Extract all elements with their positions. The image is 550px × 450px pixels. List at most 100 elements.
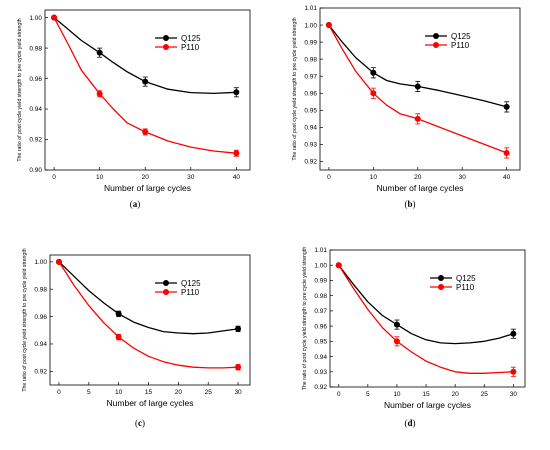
- data-point-p110: [370, 90, 377, 97]
- y-tick-label: 0.99: [314, 278, 327, 285]
- data-point-p110: [335, 262, 342, 269]
- data-point-q125: [393, 321, 400, 328]
- y-tick-label: 0.94: [304, 125, 317, 132]
- y-tick-label: 1.00: [314, 262, 327, 269]
- y-tick-label: 0.98: [34, 286, 47, 293]
- plot-frame: [319, 7, 521, 171]
- y-tick-label: 0.90: [29, 167, 42, 174]
- series-line-q125: [338, 264, 514, 345]
- data-point-p110: [510, 368, 517, 375]
- data-point-q125: [142, 78, 149, 85]
- x-tick-label: 25: [481, 391, 489, 398]
- x-tick-label: 5: [366, 391, 370, 398]
- x-tick-label: 40: [233, 174, 241, 181]
- legend-label: Q125: [181, 279, 201, 288]
- y-tick-label: 1.01: [304, 5, 317, 12]
- data-point-p110: [503, 149, 510, 156]
- y-tick-label: 0.96: [34, 314, 47, 321]
- x-tick-label: 0: [57, 389, 61, 396]
- data-point-q125: [370, 69, 377, 76]
- panel-label: (c): [135, 418, 145, 428]
- series-line-p110: [58, 261, 239, 369]
- x-tick-label: 20: [175, 389, 183, 396]
- y-tick-label: 0.97: [314, 308, 327, 315]
- x-tick-label: 5: [87, 389, 91, 396]
- chart-panel: 0.90 0.92 0.94 0.96 0.98 1.00 0 10 20 30 40 Number …: [17, 9, 251, 209]
- legend-label: P110: [451, 41, 470, 50]
- legend-marker: [163, 280, 169, 286]
- x-tick-label: 30: [187, 174, 195, 181]
- x-tick-label: 20: [414, 174, 422, 181]
- plot-frame: [44, 9, 251, 171]
- data-point-q125: [235, 325, 242, 332]
- y-tick-label: 0.92: [34, 369, 47, 376]
- data-point-p110: [96, 90, 103, 97]
- x-tick-label: 15: [145, 389, 153, 396]
- legend-label: Q125: [456, 274, 476, 283]
- x-tick-label: 10: [96, 174, 104, 181]
- y-tick-label: 0.94: [29, 106, 42, 113]
- data-point-q125: [96, 49, 103, 56]
- data-point-q125: [115, 310, 122, 317]
- x-tick-label: 25: [205, 389, 213, 396]
- panel-label: (a): [130, 199, 141, 209]
- legend-marker: [163, 289, 169, 295]
- x-axis-label: Number of large cycles: [384, 400, 471, 410]
- y-tick-label: 1.00: [304, 22, 317, 29]
- y-tick-label: 0.93: [314, 369, 327, 376]
- legend-marker: [163, 35, 169, 41]
- x-tick-label: 0: [337, 391, 341, 398]
- chart-panel: 0.92 0.93 0.94 0.95 0.96 0.97 0.98 0.99 1.00 1.01…: [302, 247, 526, 428]
- x-tick-label: 10: [115, 389, 123, 396]
- panel-label: (b): [404, 199, 415, 209]
- y-tick-label: 0.96: [314, 323, 327, 330]
- data-point-p110: [233, 150, 240, 157]
- x-tick-label: 20: [142, 174, 150, 181]
- chart-panel: 0.92 0.94 0.96 0.98 1.00 0 5 10 15 20 25 30 Number o…: [22, 248, 251, 428]
- data-point-q125: [233, 89, 240, 96]
- x-tick-label: 15: [422, 391, 430, 398]
- y-axis-label: The ratio of post cycle yield strength t…: [17, 18, 23, 161]
- y-tick-label: 0.92: [304, 159, 317, 166]
- x-tick-label: 10: [393, 391, 401, 398]
- legend-label: Q125: [451, 32, 471, 41]
- data-point-p110: [55, 258, 62, 265]
- legend-marker: [433, 33, 439, 39]
- x-tick-label: 20: [452, 391, 460, 398]
- y-tick-label: 0.95: [304, 108, 317, 115]
- y-tick-label: 0.93: [304, 142, 317, 149]
- data-point-p110: [142, 128, 149, 135]
- x-tick-label: 30: [510, 391, 518, 398]
- data-point-p110: [325, 22, 332, 29]
- legend-label: P110: [181, 43, 200, 52]
- y-tick-label: 0.92: [29, 137, 42, 144]
- data-point-q125: [510, 330, 517, 337]
- data-point-p110: [393, 338, 400, 345]
- data-point-p110: [51, 14, 58, 21]
- y-tick-label: 0.98: [314, 293, 327, 300]
- y-tick-label: 0.92: [314, 384, 327, 391]
- y-tick-label: 0.98: [304, 56, 317, 63]
- legend-label: P110: [456, 283, 475, 292]
- y-tick-label: 0.96: [304, 90, 317, 97]
- legend-marker: [438, 284, 444, 290]
- y-tick-label: 1.00: [34, 259, 47, 266]
- y-tick-label: 0.98: [29, 45, 42, 52]
- series-line-p110: [338, 264, 514, 374]
- x-tick-label: 30: [459, 174, 467, 181]
- series-line-p110: [328, 24, 507, 154]
- legend-label: P110: [181, 288, 200, 297]
- series-line-q125: [58, 261, 239, 335]
- y-axis-label: The ratio of post cycle yield strength t…: [292, 17, 298, 160]
- data-point-q125: [503, 103, 510, 110]
- plot-frame: [329, 249, 526, 388]
- y-tick-label: 1.00: [29, 15, 42, 22]
- chart-panel: 0.92 0.93 0.94 0.95 0.96 0.97 0.98 0.99 1.00 1.01…: [292, 5, 521, 209]
- panel-label: (d): [404, 418, 415, 428]
- y-tick-label: 1.01: [314, 247, 327, 254]
- x-axis-label: Number of large cycles: [104, 183, 191, 193]
- data-point-p110: [115, 334, 122, 341]
- y-tick-label: 0.99: [304, 39, 317, 46]
- plot-frame: [49, 254, 251, 386]
